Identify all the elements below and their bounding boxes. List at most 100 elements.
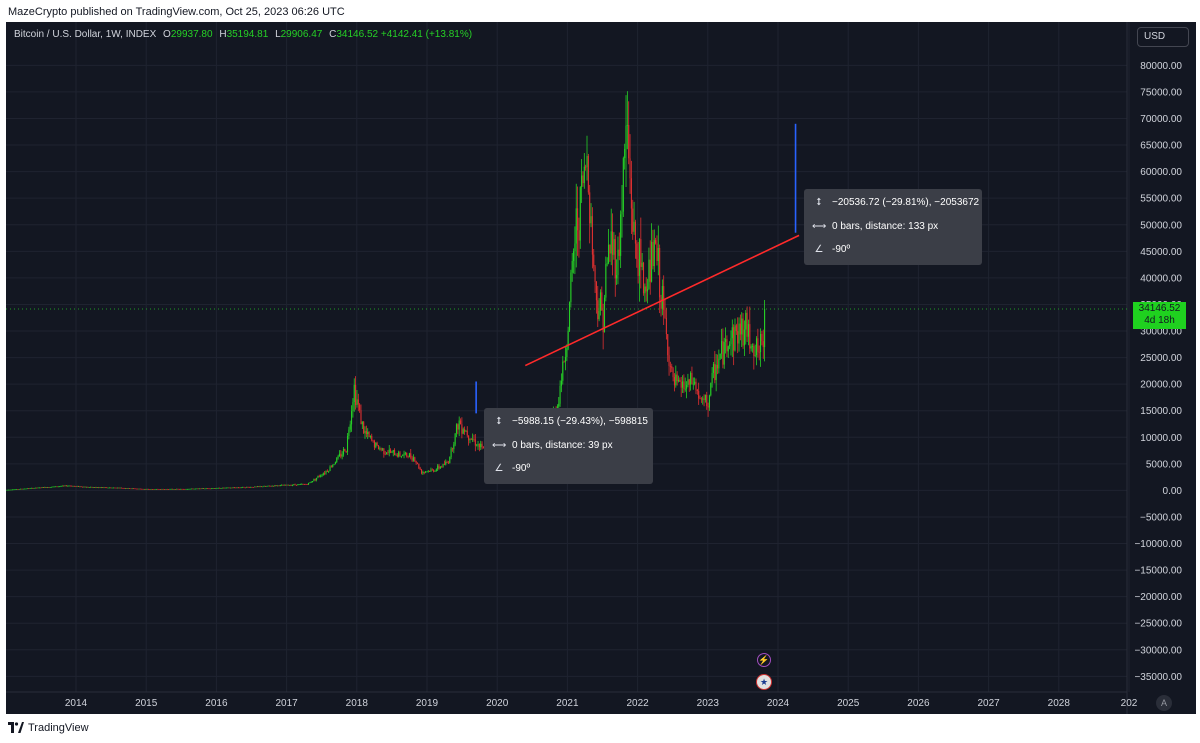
candles xyxy=(6,91,766,491)
candle-body xyxy=(334,462,336,465)
candle-body xyxy=(372,440,374,442)
us-flag-icon[interactable]: ★ xyxy=(756,674,772,690)
candle-body xyxy=(317,475,319,478)
candle-body xyxy=(81,486,84,488)
x-tick-label: 2021 xyxy=(556,698,579,709)
candle-body xyxy=(16,489,18,490)
candle-body xyxy=(687,379,689,386)
candle-body xyxy=(764,308,766,348)
candle-body xyxy=(441,466,443,468)
candle-body xyxy=(686,385,688,389)
candle-body xyxy=(224,487,226,489)
candle-body xyxy=(469,438,471,441)
candle-body xyxy=(141,488,143,490)
candle-body xyxy=(236,487,238,489)
candle-body xyxy=(368,431,370,437)
candle-body xyxy=(107,487,109,489)
candle-body xyxy=(758,351,760,353)
grid xyxy=(6,22,1130,692)
candle-body xyxy=(582,175,584,184)
auto-scale-button[interactable]: A xyxy=(1156,695,1172,711)
candle-body xyxy=(628,124,630,159)
candle-body xyxy=(429,470,431,472)
change-value: +4142.41 (+13.81%) xyxy=(380,29,473,40)
close-label: C xyxy=(329,29,337,40)
candle-body xyxy=(270,485,272,487)
candle-body xyxy=(669,365,671,367)
candle-body xyxy=(285,484,287,486)
trendline xyxy=(524,234,800,367)
measure-label-1[interactable]: ⭥ −20536.72 (−29.81%), −2053672 ⟷ 0 bars… xyxy=(804,189,982,265)
measure-label-2[interactable]: ⭥ −5988.15 (−29.43%), −598815 ⟷ 0 bars, … xyxy=(484,408,653,484)
candle-body xyxy=(381,448,384,450)
candle-body xyxy=(585,166,587,168)
x-tick-label: 2023 xyxy=(697,698,720,709)
candle-body xyxy=(411,457,413,461)
last-price-value: 34146.52 xyxy=(1138,303,1181,314)
candle-body xyxy=(416,463,419,464)
candle-body xyxy=(478,443,480,448)
candle-body xyxy=(681,381,684,388)
candle-body xyxy=(76,485,78,487)
open-label: O xyxy=(163,29,171,40)
lightning-icon[interactable]: ⚡ xyxy=(757,653,771,667)
candle-body xyxy=(10,489,12,491)
y-tick-label: −25000.00 xyxy=(1134,619,1182,630)
candle-body xyxy=(115,487,117,489)
candle-body xyxy=(216,487,218,489)
candle-body xyxy=(408,453,410,458)
candle-body xyxy=(369,435,371,437)
candle-body xyxy=(601,292,603,311)
candle-body xyxy=(377,445,380,450)
candle-body xyxy=(667,334,669,356)
candle-body xyxy=(464,429,466,432)
price-chart[interactable]: 80000.00 75000.00 70000.00 65000.00 60000.00… xyxy=(6,22,1196,714)
candle-body xyxy=(314,479,316,480)
candle-body xyxy=(399,452,401,456)
x-tick-label: 2019 xyxy=(416,698,439,709)
candle-body xyxy=(699,398,701,400)
currency-button[interactable]: USD xyxy=(1137,27,1189,47)
candle-body xyxy=(610,231,612,254)
candle-body xyxy=(698,391,700,399)
candle-body xyxy=(745,312,747,330)
chart-pane[interactable]: 80000.00 75000.00 70000.00 65000.00 60000.00… xyxy=(6,22,1196,714)
candle-body xyxy=(203,488,205,490)
candle-body xyxy=(450,448,452,458)
candle-body xyxy=(407,456,409,458)
candle-body xyxy=(376,442,378,446)
candle-body xyxy=(196,488,198,490)
candle-body xyxy=(626,124,628,126)
candle-body xyxy=(371,435,373,441)
symbol-info-bar: Bitcoin / U.S. Dollar, 1W, INDEX O29937.… xyxy=(14,29,472,40)
candle-body xyxy=(613,239,615,255)
candle-body xyxy=(363,421,365,434)
high-label: H xyxy=(219,29,227,40)
y-tick-label: −35000.00 xyxy=(1134,672,1182,683)
candle-body xyxy=(233,487,236,489)
candle-body xyxy=(644,286,646,294)
y-tick-label: 40000.00 xyxy=(1140,273,1182,284)
candle-body xyxy=(293,484,295,486)
candle-body xyxy=(603,297,606,333)
candle-body xyxy=(158,489,160,490)
candle-body xyxy=(330,466,332,468)
candle-body xyxy=(415,461,417,464)
candle-body xyxy=(731,327,733,339)
candle-body xyxy=(472,438,474,440)
candle-body xyxy=(25,488,27,490)
candle-body xyxy=(153,489,155,490)
candle-body xyxy=(262,486,264,488)
candle-body xyxy=(466,430,468,436)
candle-body xyxy=(560,380,562,386)
candle-body xyxy=(309,482,311,484)
candle-body xyxy=(384,453,386,455)
candle-body xyxy=(272,485,275,487)
last-price-tag: 34146.52 4d 18h xyxy=(1133,302,1186,329)
candle-body xyxy=(706,395,708,406)
candle-body xyxy=(451,448,454,450)
candle-body xyxy=(90,486,92,488)
candle-body xyxy=(726,339,728,352)
candle-body xyxy=(373,440,375,448)
candle-body xyxy=(341,454,343,457)
